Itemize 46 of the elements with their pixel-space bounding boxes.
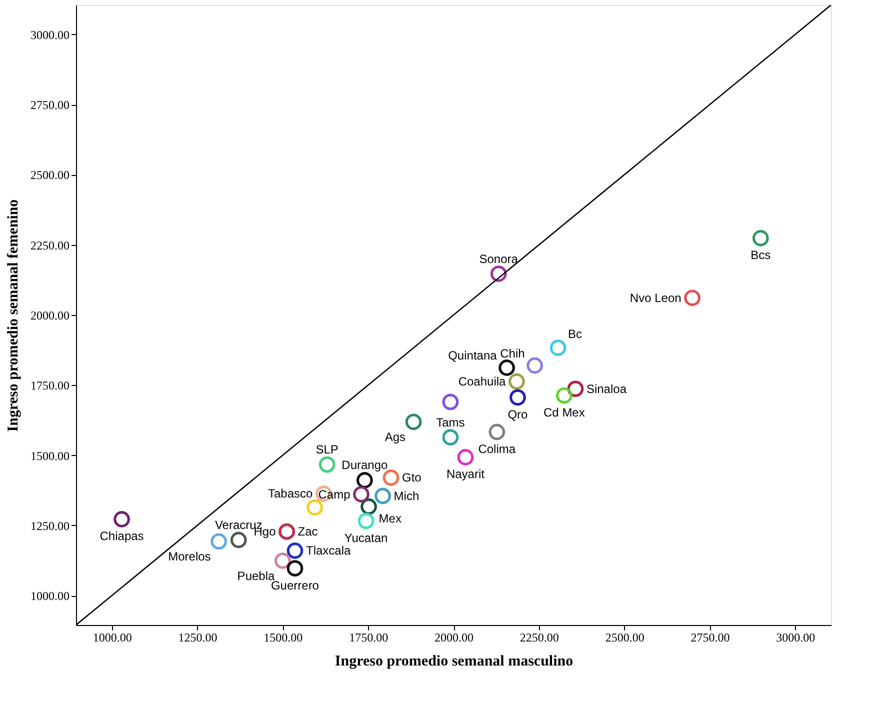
- x-tick-label: 2000.00: [434, 630, 474, 644]
- y-tick-label: 1500.00: [30, 448, 70, 463]
- x-tick-label: 1500.00: [264, 630, 303, 644]
- data-label: Qro: [508, 407, 528, 422]
- data-label: Bc: [568, 326, 582, 341]
- data-label: Yucatan: [344, 530, 388, 545]
- data-label: Sinaloa: [586, 382, 627, 396]
- data-label: Sonora: [479, 252, 518, 266]
- y-tick-label: 1750.00: [30, 378, 70, 393]
- data-label: Bcs: [750, 248, 771, 262]
- data-label: Morelos: [168, 549, 211, 564]
- y-tick-label: 2000.00: [30, 308, 70, 322]
- data-label: Gto: [402, 470, 422, 485]
- data-label: Camp: [318, 487, 351, 502]
- x-tick-label: 1000.00: [92, 630, 132, 644]
- data-label: Tlaxcala: [306, 544, 351, 558]
- x-tick-label: 2750.00: [690, 630, 730, 644]
- data-label: Ags: [384, 430, 406, 444]
- data-label: Coahuila: [458, 374, 506, 388]
- data-label: Zac: [298, 524, 318, 539]
- y-tick-label: 1250.00: [30, 518, 70, 533]
- y-axis-title: Ingreso promedio semanal femenino: [6, 199, 22, 432]
- x-axis-title: Ingreso promedio semanal masculino: [334, 654, 574, 670]
- data-label: Mich: [394, 488, 420, 503]
- data-label: Nvo Leon: [630, 290, 682, 305]
- data-label: Tabasco: [268, 486, 313, 501]
- data-label: Durango: [342, 458, 388, 472]
- data-label: Cd Mex: [544, 406, 585, 420]
- x-tick-label: 2250.00: [520, 630, 559, 644]
- data-label: Tams: [436, 415, 465, 430]
- y-tick-label: 2500.00: [30, 168, 70, 182]
- x-tick-label: 3000.00: [776, 630, 816, 644]
- x-tick-label: 1250.00: [178, 630, 218, 644]
- data-label: Chih: [500, 346, 525, 360]
- data-label: Colima: [478, 442, 516, 456]
- data-label: Nayarit: [446, 467, 486, 482]
- x-tick-label: 1750.00: [349, 630, 388, 644]
- data-label: Quintana: [448, 348, 498, 363]
- y-tick-label: 2250.00: [30, 238, 70, 252]
- y-tick-label: 2750.00: [30, 98, 70, 112]
- data-label: SLP: [316, 442, 338, 457]
- data-label: Mex: [378, 512, 402, 526]
- x-tick-label: 2500.00: [605, 630, 644, 644]
- y-tick-label: 3000.00: [30, 28, 70, 42]
- y-tick-label: 1000.00: [30, 589, 70, 604]
- data-label: Chiapas: [100, 529, 144, 544]
